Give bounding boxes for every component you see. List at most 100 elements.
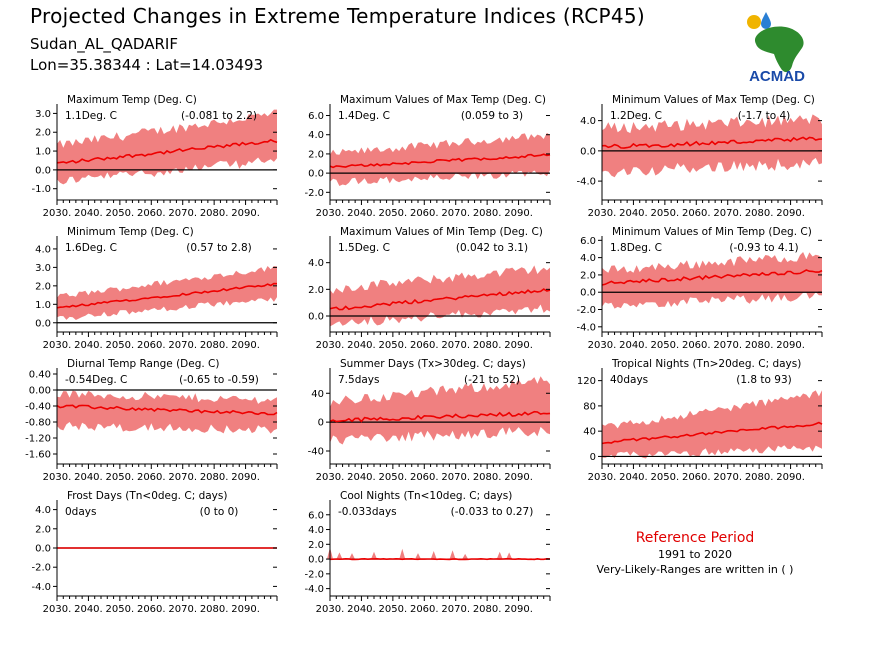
x-tick-label: 2030. — [316, 472, 345, 483]
y-tick-label: 0 — [318, 418, 324, 429]
likely-range-label: (0.059 to 3) — [461, 110, 523, 122]
x-tick-label: 2090. — [231, 208, 260, 219]
chart-title: Summer Days (Tx>30deg. C; days) — [340, 358, 526, 370]
x-tick-label: 2060. — [410, 604, 439, 615]
x-tick-label: 2070. — [441, 604, 470, 615]
chart-panel-9: 0 40 80 120 2030. 2040. 2050. 2060. 2070. 2080. 20… — [577, 358, 823, 483]
x-tick-label: 2050. — [379, 340, 408, 351]
y-tick-label: -2.0 — [576, 305, 596, 316]
reference-period-note: Very-Likely-Ranges are written in ( ) — [596, 563, 794, 576]
y-tick-label: 4.0 — [308, 525, 324, 536]
band-spike — [336, 552, 343, 560]
change-value-label: -0.033days — [338, 506, 397, 518]
chart-title: Minimum Temp (Deg. C) — [67, 226, 194, 238]
y-tick-label: 6.0 — [580, 236, 596, 247]
median-line — [56, 138, 278, 164]
y-tick-label: 40 — [311, 389, 324, 400]
y-tick-label: 0.0 — [580, 146, 596, 157]
x-tick-label: 2070. — [713, 340, 742, 351]
change-value-label: 1.4Deg. C — [338, 110, 390, 122]
y-tick-label: 0.0 — [35, 318, 51, 329]
x-tick-label: 2040. — [347, 472, 376, 483]
band-spike — [371, 551, 377, 560]
x-tick-label: 2040. — [74, 208, 103, 219]
uncertainty-band — [57, 266, 277, 320]
uncertainty-band — [57, 109, 277, 185]
likely-range-label: (-0.93 to 4.1) — [729, 242, 798, 254]
likely-range-label: (1.8 to 93) — [736, 374, 791, 386]
chart-title: Frost Days (Tn<0deg. C; days) — [67, 490, 227, 502]
x-tick-label: 2090. — [504, 340, 533, 351]
band-spike — [449, 550, 456, 560]
band-spike — [506, 552, 513, 560]
band-spike — [430, 550, 437, 560]
water-drop-icon — [761, 12, 771, 29]
likely-range-label: (-1.7 to 4) — [738, 110, 791, 122]
x-tick-label: 2040. — [74, 340, 103, 351]
y-tick-label: -1.0 — [31, 184, 51, 195]
y-tick-label: 80 — [583, 401, 596, 412]
median-line — [329, 288, 551, 311]
x-tick-label: 2030. — [316, 340, 345, 351]
chart-title: Diurnal Temp Range (Deg. C) — [67, 358, 219, 370]
y-tick-label: -0.80 — [25, 418, 51, 429]
y-tick-label: 4.0 — [308, 258, 324, 269]
x-tick-label: 2090. — [776, 208, 805, 219]
chart-title: Tropical Nights (Tn>20deg. C; days) — [611, 358, 801, 370]
band-spike — [462, 553, 469, 560]
y-tick-label: -4.0 — [576, 177, 596, 188]
y-tick-label: -40 — [308, 447, 324, 458]
x-tick-label: 2030. — [43, 472, 72, 483]
x-tick-label: 2050. — [106, 208, 135, 219]
x-tick-label: 2080. — [745, 340, 774, 351]
y-tick-label: 2.0 — [308, 149, 324, 160]
band-spike — [349, 553, 355, 560]
x-tick-label: 2090. — [231, 340, 260, 351]
y-tick-label: 0.0 — [580, 288, 596, 299]
change-value-label: 1.1Deg. C — [65, 110, 117, 122]
y-tick-label: -1.20 — [25, 434, 51, 445]
median-line — [601, 136, 823, 149]
band-spike — [415, 553, 421, 560]
x-tick-label: 2090. — [231, 472, 260, 483]
chart-title: Maximum Values of Max Temp (Deg. C) — [340, 94, 546, 106]
x-tick-label: 2040. — [619, 340, 648, 351]
x-tick-label: 2080. — [200, 604, 229, 615]
chart-title: Minimum Values of Min Temp (Deg. C) — [612, 226, 812, 238]
x-tick-label: 2060. — [682, 208, 711, 219]
change-value-label: 1.8Deg. C — [610, 242, 662, 254]
y-tick-label: 0.0 — [35, 165, 51, 176]
x-tick-label: 2090. — [231, 604, 260, 615]
likely-range-label: (0 to 0) — [200, 506, 239, 518]
median-line — [601, 421, 823, 445]
x-tick-label: 2060. — [682, 472, 711, 483]
x-tick-label: 2090. — [504, 604, 533, 615]
y-tick-label: 1.0 — [35, 147, 51, 158]
x-tick-label: 2060. — [410, 340, 439, 351]
y-tick-label: 4.0 — [580, 116, 596, 127]
chart-panel-10: -4.0 -2.0 0.0 2.0 4.0 2030. 2040. 2050. 2060. 207… — [31, 490, 278, 615]
chart-panel-4: 0.0 1.0 2.0 3.0 4.0 2030. 2040. 2050. 2060. 2070.… — [35, 226, 278, 351]
x-tick-label: 2030. — [43, 604, 72, 615]
change-value-label: 1.6Deg. C — [65, 242, 117, 254]
y-tick-label: -2.0 — [31, 563, 51, 574]
y-tick-label: 2.0 — [308, 285, 324, 296]
y-tick-label: 0 — [590, 452, 596, 463]
uncertainty-band — [602, 390, 822, 459]
y-tick-label: 4.0 — [35, 505, 51, 516]
y-tick-label: 4.0 — [580, 253, 596, 264]
y-tick-label: -4.0 — [576, 322, 596, 333]
x-tick-label: 2030. — [316, 604, 345, 615]
acmad-logo: ACMAD — [747, 12, 805, 84]
uncertainty-band — [330, 376, 550, 445]
y-tick-label: 0.0 — [308, 312, 324, 323]
x-tick-label: 2050. — [379, 604, 408, 615]
x-tick-label: 2060. — [137, 604, 166, 615]
y-tick-label: 6.0 — [308, 111, 324, 122]
y-tick-label: 4.0 — [35, 244, 51, 255]
likely-range-label: (-0.081 to 2.2) — [181, 110, 257, 122]
sun-icon — [747, 15, 761, 29]
likely-range-label: (-21 to 52) — [464, 374, 520, 386]
median-line — [56, 282, 278, 309]
